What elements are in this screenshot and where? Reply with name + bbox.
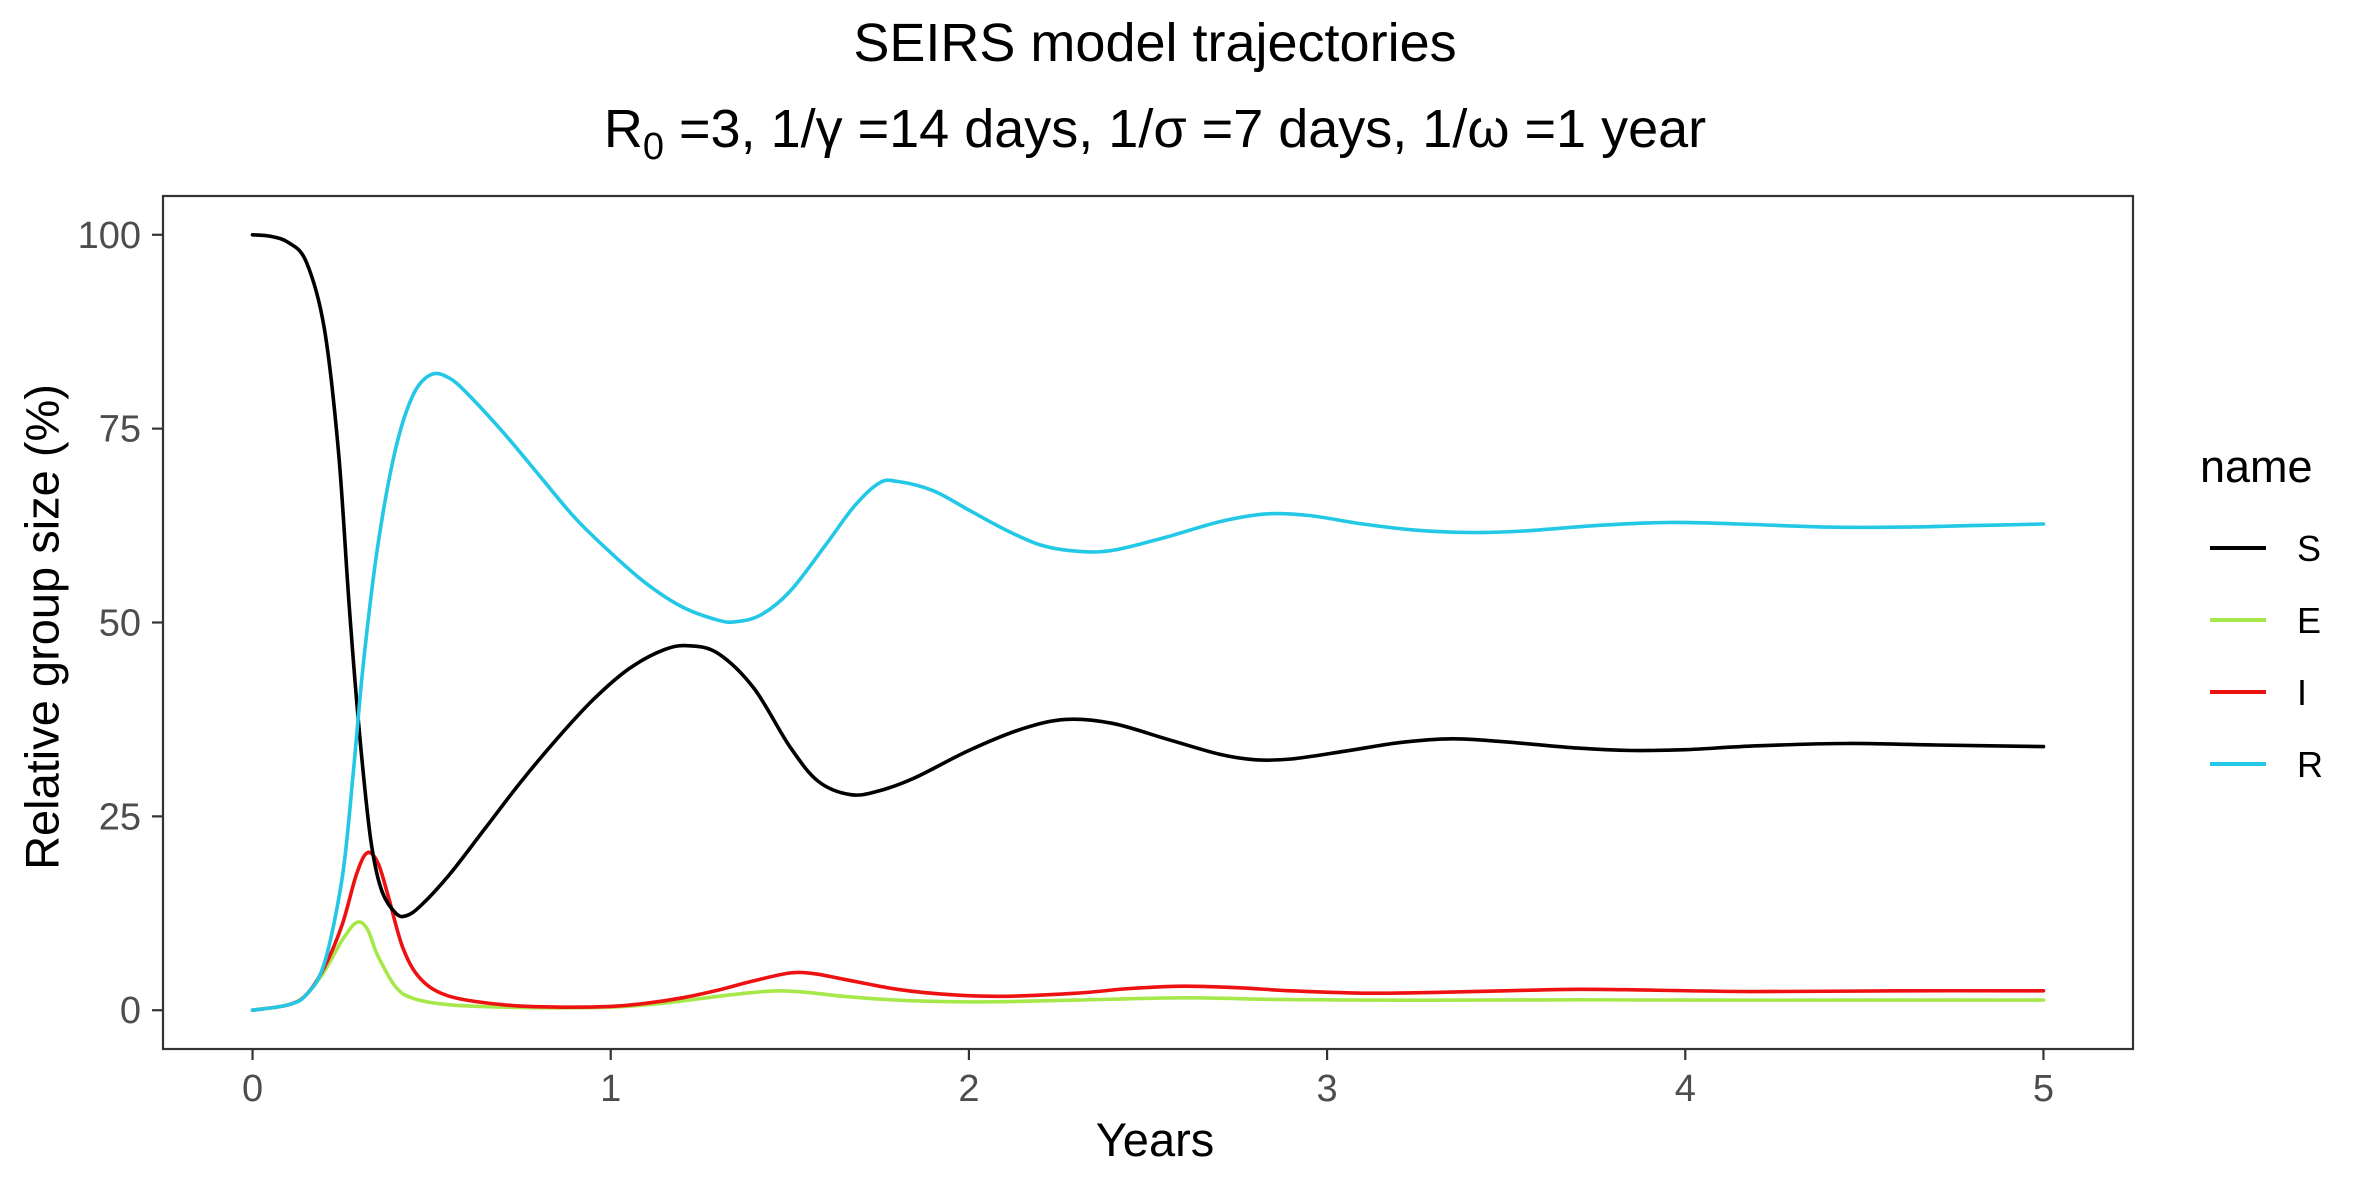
legend-label-E: E	[2297, 600, 2321, 641]
x-tick-label: 5	[2033, 1068, 2054, 1110]
x-axis-label: Years	[1095, 1113, 1215, 1166]
x-tick-label: 3	[1317, 1068, 1338, 1110]
legend-label-S: S	[2297, 528, 2321, 569]
series-line-I	[250, 850, 2046, 1012]
x-tick-label: 4	[1675, 1068, 1696, 1110]
y-tick-label: 0	[120, 990, 141, 1032]
plot-panel-border	[161, 194, 2135, 1051]
chart-title: SEIRS model trajectories	[853, 13, 1457, 73]
subtitle-r-subscript: 0	[642, 125, 664, 168]
y-tick-label: 50	[99, 603, 141, 645]
series-lines	[250, 233, 2046, 1012]
y-tick-label: 75	[99, 409, 141, 451]
y-tick-label: 100	[78, 215, 141, 257]
legend: name SEIR	[2200, 441, 2323, 785]
x-tick-label: 2	[958, 1068, 979, 1110]
legend-label-R: R	[2297, 744, 2323, 785]
series-line-E	[250, 920, 2046, 1012]
legend-title: name	[2200, 441, 2313, 492]
chart-subtitle: R0 =3, 1/γ =14 days, 1/σ =7 days, 1/ω =1…	[0, 98, 2310, 169]
legend-label-I: I	[2297, 672, 2307, 713]
series-line-S	[250, 233, 2046, 919]
x-tick-label: 1	[600, 1068, 621, 1110]
x-tick-label: 0	[242, 1068, 263, 1110]
series-line-R	[250, 371, 2046, 1012]
subtitle-parameters: =3, 1/γ =14 days, 1/σ =7 days, 1/ω =1 ye…	[664, 99, 1707, 159]
subtitle-r-base: R	[603, 99, 643, 159]
y-tick-label: 25	[99, 796, 141, 838]
